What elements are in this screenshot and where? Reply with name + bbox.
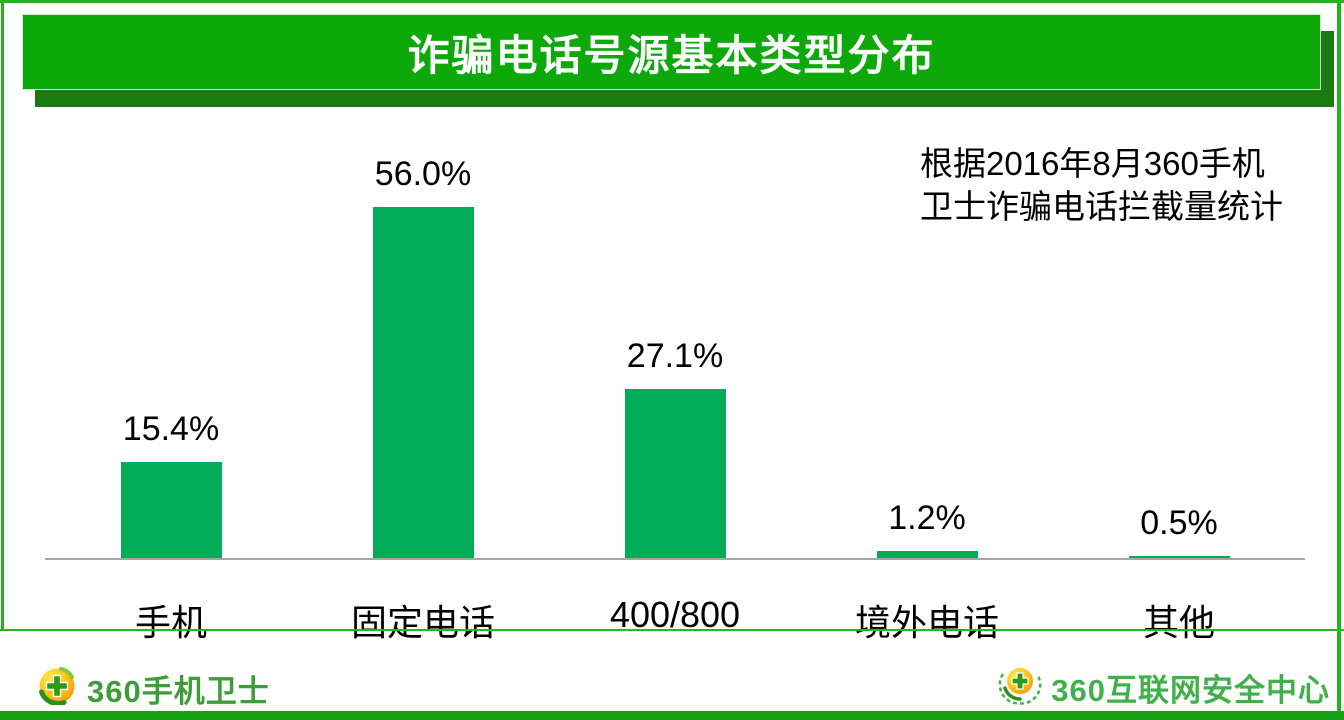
source-annotation-line2: 卫士诈骗电话拦截量统计 — [920, 188, 1283, 225]
category-label: 固定电话 — [350, 602, 495, 643]
bottom-border-bar — [0, 711, 1344, 720]
category-label: 境外电话 — [854, 602, 999, 643]
category-label: 其他 — [1142, 602, 1215, 643]
bar-columns: 15.4% 56.0% 27.1% 1.2% 0.5% — [45, 0, 1305, 559]
footer-divider-line — [0, 629, 1344, 631]
bar — [372, 207, 474, 559]
x-axis-line — [45, 558, 1305, 560]
bar-value-label: 1.2% — [888, 499, 966, 537]
category-row: 手机 固定电话 400/800 境外电话 其他 — [45, 594, 1305, 646]
bar — [876, 551, 978, 559]
header-banner: 诈骗电话号源基本类型分布 — [22, 14, 1321, 90]
source-annotation-line1: 根据2016年8月360手机 — [920, 145, 1265, 182]
bar-column: 0.5% — [1053, 504, 1305, 559]
360-mobile-guard-icon — [38, 666, 76, 710]
bar-value-label: 56.0% — [374, 155, 472, 193]
bar-column: 56.0% — [297, 155, 549, 559]
bar-column: 27.1% — [549, 337, 801, 559]
360-security-center-icon — [997, 662, 1043, 713]
right-border — [1337, 0, 1341, 720]
bar-value-label: 15.4% — [122, 410, 220, 448]
bar — [120, 462, 222, 559]
bar-value-label: 27.1% — [626, 337, 724, 375]
left-border — [1, 0, 4, 631]
bar — [624, 389, 726, 559]
footer-right-logo: 360互联网安全中心 — [997, 662, 1330, 713]
footer-left-logo-text: 360手机卫士 — [87, 674, 270, 709]
footer-left-logo: 360手机卫士 — [38, 666, 270, 711]
bar-column: 15.4% — [45, 410, 297, 559]
category-label: 400/800 — [609, 594, 741, 635]
bar — [1128, 556, 1230, 559]
bar-value-label: 0.5% — [1140, 504, 1218, 542]
page-title: 诈骗电话号源基本类型分布 — [407, 31, 936, 79]
footer-right-logo-text: 360互联网安全中心 — [1051, 673, 1330, 708]
source-annotation: 根据2016年8月360手机 卫士诈骗电话拦截量统计 — [920, 142, 1283, 228]
bar-column: 1.2% — [801, 499, 1053, 559]
bar-chart: 15.4% 56.0% 27.1% 1.2% 0.5% — [45, 0, 1305, 559]
top-border — [0, 0, 1344, 3]
category-label: 手机 — [134, 602, 207, 643]
